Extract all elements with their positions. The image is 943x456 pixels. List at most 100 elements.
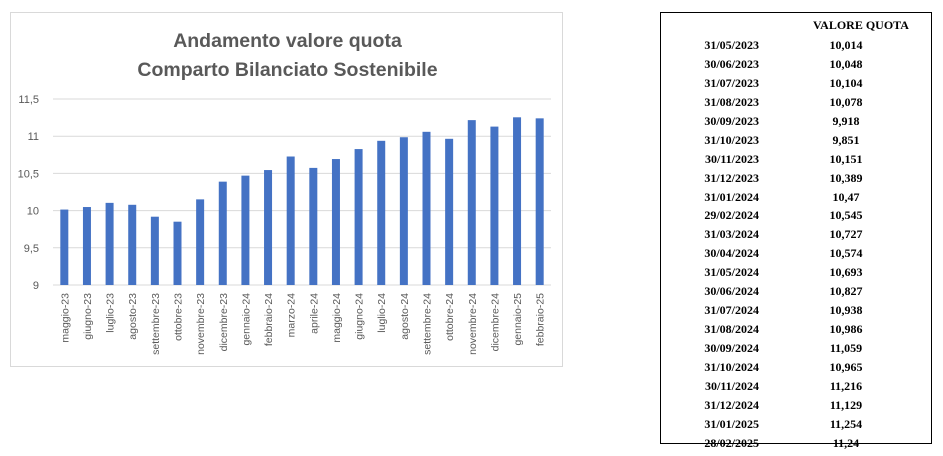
x-tick-label: aprile-24 (308, 293, 320, 334)
table-row: 29/02/2024 10,545 (661, 206, 931, 225)
table-value-cell: 10,574 (829, 246, 863, 261)
table-date-cell: 29/02/2024 (704, 208, 759, 223)
table-date-cell: 30/09/2024 (704, 341, 759, 355)
x-tick-label: settembre-24 (422, 293, 434, 355)
bar (82, 207, 91, 285)
table-row: 31/10/2024 10,965 (661, 358, 931, 377)
x-tick-label: gennaio-24 (240, 293, 252, 346)
x-tick-label: novembre-23 (195, 293, 207, 355)
table-date-cell: 28/02/2025 (704, 435, 759, 450)
table-date-cell: 31/07/2023 (704, 75, 759, 90)
table-row: 31/10/2023 9,851 (661, 131, 931, 150)
table-date-cell: 31/08/2024 (704, 322, 759, 337)
bar (445, 138, 454, 285)
table-date-cell: 31/05/2023 (704, 38, 759, 52)
table-row: 28/02/2025 11,24 (661, 434, 931, 453)
table-value-cell: 10,104 (829, 75, 863, 90)
table-row: 31/07/2023 10,104 (661, 74, 931, 93)
x-tick-label: agosto-23 (127, 293, 139, 340)
bar (150, 216, 159, 285)
table-row: 31/07/2024 10,938 (661, 301, 931, 320)
table-value-cell: 9,851 (832, 132, 860, 147)
x-tick-label: dicembre-24 (489, 293, 501, 352)
table-value-cell: 10,545 (829, 208, 863, 223)
table-row: 30/04/2024 10,574 (661, 244, 931, 263)
bar (331, 159, 340, 285)
table-date-cell: 31/08/2023 (704, 94, 759, 109)
table-value-cell: 10,048 (829, 56, 863, 71)
table-value-cell: 9,918 (832, 113, 860, 128)
table-row: 30/11/2024 11,216 (661, 377, 931, 396)
x-tick-label: marzo-24 (286, 293, 298, 338)
table-row: 31/05/2024 10,693 (661, 263, 931, 282)
table-date-cell: 30/06/2024 (704, 284, 759, 299)
bar (309, 167, 318, 285)
x-tick-label: novembre-24 (467, 293, 479, 355)
y-tick-label: 10 (27, 206, 39, 218)
table-row: 31/12/2024 11,129 (661, 396, 931, 415)
bar (105, 202, 114, 285)
bar (377, 140, 386, 285)
x-tick-label: febbraio-25 (535, 293, 547, 346)
x-tick-label: settembre-23 (150, 293, 162, 355)
table-value-cell: 11,254 (829, 416, 863, 431)
chart-title: Andamento valore quota Comparto Bilancia… (11, 27, 564, 85)
table-date-cell: 31/03/2024 (704, 227, 759, 242)
chart-panel: Andamento valore quota Comparto Bilancia… (10, 12, 563, 367)
table-value-cell: 10,693 (829, 265, 863, 280)
table-date-cell: 30/06/2023 (704, 56, 759, 71)
table-row: 31/05/2023 10,014 (661, 36, 931, 55)
bar (196, 199, 205, 285)
table-header: VALORE QUOTA (813, 18, 909, 32)
table-date-cell: 31/10/2024 (704, 359, 759, 374)
table-date-cell: 30/09/2023 (704, 113, 759, 128)
table-row: 30/11/2023 10,151 (661, 150, 931, 169)
x-tick-label: maggio-24 (331, 293, 343, 343)
bar-chart: 9 9,5 10 10,5 11 11,5 maggio-23 giugno-23 luglio… (18, 94, 551, 355)
bar (422, 131, 431, 285)
chart-title-line-2: Comparto Bilanciato Sostenibile (137, 59, 438, 81)
table-date-cell: 30/11/2023 (704, 151, 759, 166)
bar (218, 181, 227, 285)
x-tick-label: dicembre-23 (218, 293, 230, 352)
bar (286, 156, 295, 285)
table-row: 30/06/2023 10,048 (661, 55, 931, 74)
table-value-cell: 10,965 (829, 359, 863, 374)
bar (173, 221, 182, 285)
table-value-cell: 11,059 (829, 341, 863, 355)
x-tick-label: luglio-24 (376, 293, 388, 333)
x-tick-label: ottobre-23 (173, 293, 185, 341)
table-value-cell: 11,216 (829, 378, 863, 393)
bar (354, 149, 363, 285)
table-value-cell: 10,986 (829, 322, 863, 337)
bar (513, 117, 522, 285)
table-date-cell: 31/07/2024 (704, 303, 759, 318)
table-value-cell: 10,078 (829, 94, 863, 109)
table-row: 30/06/2024 10,827 (661, 282, 931, 301)
table-date-cell: 31/01/2025 (704, 416, 759, 431)
chart-title-line-1: Andamento valore quota (173, 30, 402, 52)
x-tick-label: gennaio-25 (512, 293, 524, 346)
bar (128, 204, 137, 285)
table-row: 30/09/2024 11,059 (661, 339, 931, 358)
bar (535, 118, 544, 286)
table-value-cell: 10,938 (829, 303, 863, 318)
x-tick-label: febbraio-24 (263, 293, 275, 346)
table-value-cell: 11,24 (832, 435, 860, 450)
table-date-cell: 31/01/2024 (704, 189, 759, 204)
table-row: 31/12/2023 10,389 (661, 169, 931, 188)
bar (490, 126, 499, 285)
table-value-cell: 11,129 (829, 397, 863, 412)
table-date-cell: 30/04/2024 (704, 246, 759, 261)
x-tick-label: agosto-24 (399, 293, 411, 340)
table-row: 31/03/2024 10,727 (661, 225, 931, 244)
table-row: 31/01/2024 10,47 (661, 188, 931, 207)
bar (467, 120, 476, 285)
table-value-cell: 10,47 (832, 189, 860, 204)
table-date-cell: 30/11/2024 (704, 378, 759, 393)
y-tick-label: 9,5 (24, 243, 39, 255)
table-row: 31/08/2024 10,986 (661, 320, 931, 339)
quota-table: VALORE QUOTA 31/05/2023 10,014 30/06/2023 1… (660, 12, 932, 450)
table-row: 30/09/2023 9,918 (661, 112, 931, 131)
y-tick-label: 9 (33, 280, 39, 292)
